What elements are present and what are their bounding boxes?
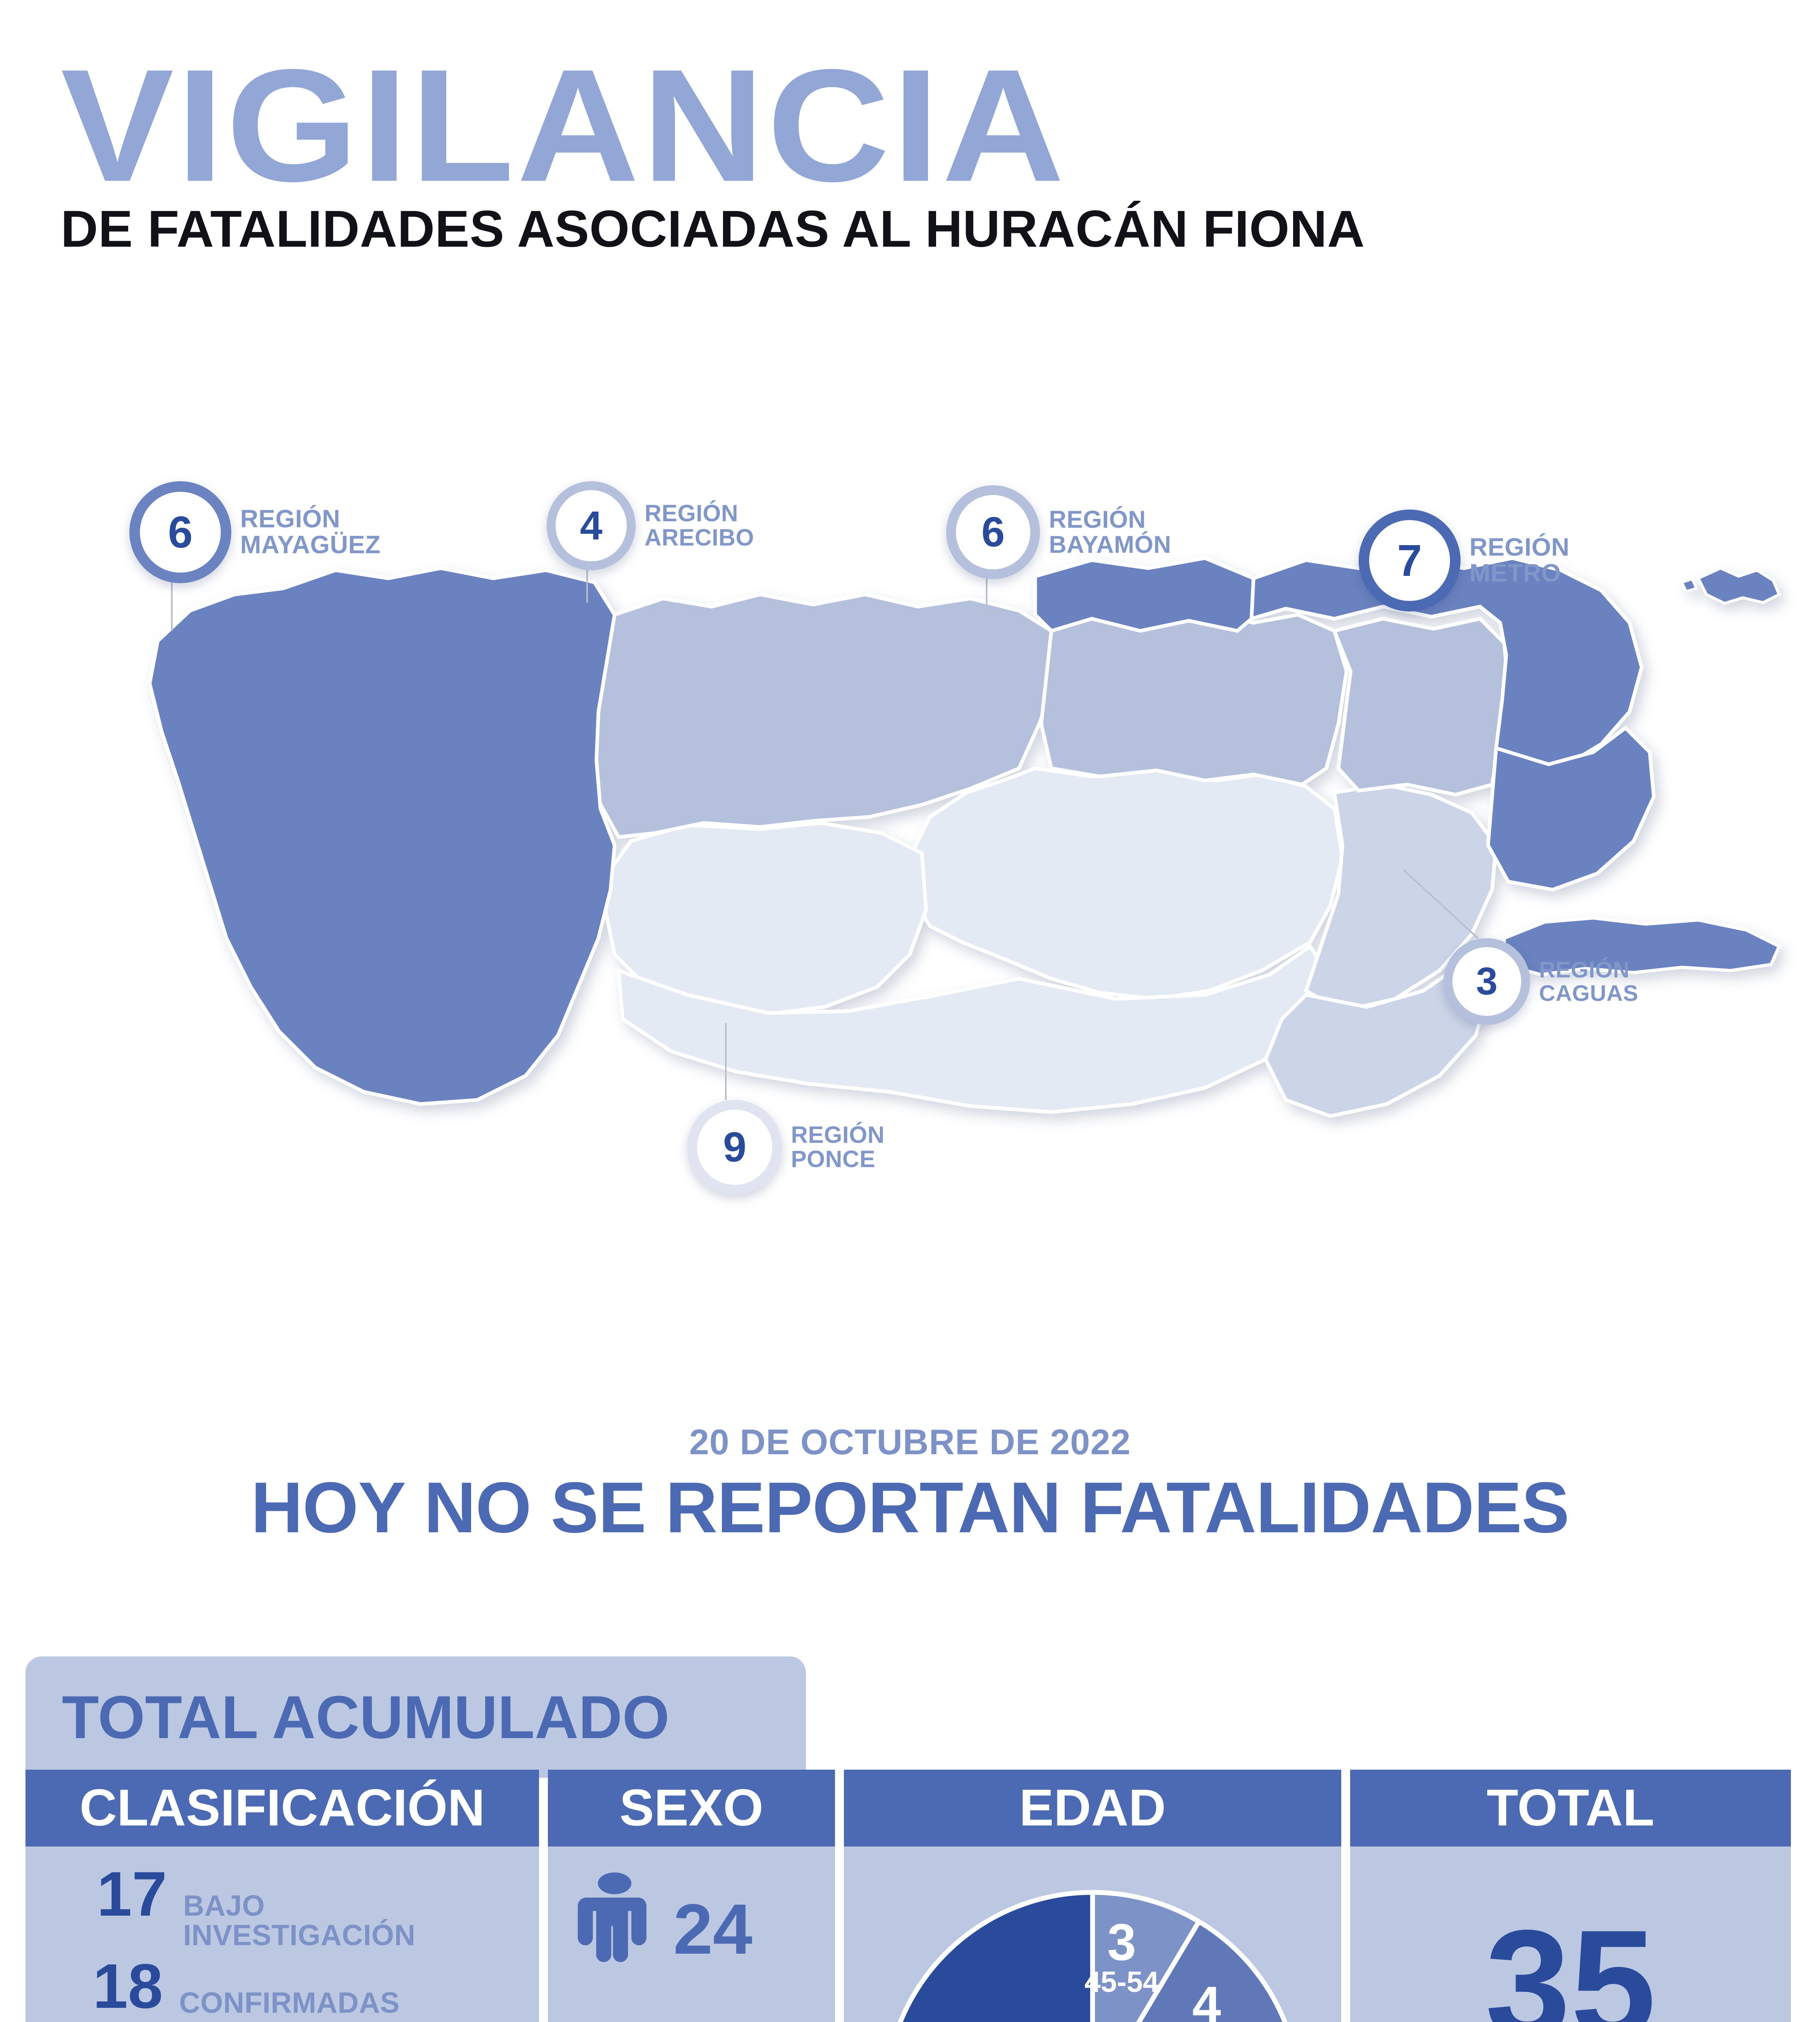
region-callout-metro[interactable]: 7 REGIÓN METRO (1359, 510, 1570, 611)
map-island-culebra (1696, 567, 1781, 605)
region-label: REGIÓN MAYAGÜEZ (240, 506, 380, 558)
report-date: 20 DE OCTUBRE DE 2022 (689, 1422, 1131, 1462)
region-label-line1: REGIÓN (1049, 506, 1146, 533)
region-count: 7 (1397, 535, 1422, 586)
column-body-clasificacion: 17 BAJO INVESTIGACIÓN 18 CONFIRMADAS (25, 1846, 539, 2022)
stat-bajo-investigacion: 17 BAJO INVESTIGACIÓN (38, 1863, 416, 1951)
stat-label: BAJO INVESTIGACIÓN (183, 1891, 416, 1951)
map-region-mayaguez (148, 566, 617, 1106)
region-count: 6 (981, 508, 1005, 556)
column-header-clasificacion: CLASIFICACIÓN (25, 1770, 539, 1846)
region-label-line1: REGIÓN (645, 500, 738, 527)
page-title: VIGILANCIA (61, 36, 1067, 215)
page-subtitle: DE FATALIDADES ASOCIADAS AL HURACÁN FION… (61, 200, 1365, 258)
region-label-line1: REGIÓN (791, 1122, 885, 1148)
sexo-row-male: 24 (572, 1871, 753, 1988)
region-label-line2: BAYAMÓN (1049, 531, 1171, 558)
region-count-bubble: 6 (946, 485, 1040, 579)
map-region-metro-east (1486, 725, 1656, 892)
summary-table: CLASIFICACIÓN 17 BAJO INVESTIGACIÓN 18 (25, 1770, 1797, 2022)
age-pie-chart: 3 45-54 4 55-64 28 65+ (874, 1882, 1311, 2022)
region-label: REGIÓN CAGUAS (1539, 958, 1638, 1005)
header: VIGILANCIA DE FATALIDADES ASOCIADAS AL H… (61, 45, 1759, 258)
map-region-metro-coast (1033, 556, 1256, 633)
region-label-line1: REGIÓN (1539, 957, 1630, 983)
region-label-line2: CAGUAS (1539, 980, 1638, 1006)
pie-value: 4 (1192, 1976, 1221, 2022)
sexo-count-male: 24 (673, 1890, 753, 1969)
stat-value: 17 (97, 1859, 167, 1929)
region-label-line2: MAYAGÜEZ (240, 531, 381, 559)
column-header-sexo: SEXO (548, 1770, 835, 1846)
map-region-caguas (1304, 783, 1498, 1013)
column-header-edad: EDAD (844, 1770, 1341, 1846)
map-svg (148, 556, 1782, 1118)
pie-slice-45-54 (1090, 1890, 1203, 2022)
map-region-ponce-west (602, 821, 928, 1017)
map-island-culebrita (1680, 577, 1698, 593)
region-label: REGIÓN BAYAMÓN (1049, 507, 1171, 557)
column-body-sexo: 24 11 (548, 1846, 835, 2022)
column-body-total: 35 FALLECIDOS (1350, 1846, 1791, 2022)
column-header-label: EDAD (1019, 1779, 1166, 1837)
stat-confirmadas: 18 CONFIRMADAS (34, 1955, 400, 2018)
leader-caguas (1402, 869, 1479, 939)
map-island-vieques (1503, 916, 1782, 977)
region-label: REGIÓN METRO (1469, 535, 1570, 586)
region-label-line2: ARECIBO (645, 525, 754, 551)
column-body-edad: 3 45-54 4 55-64 28 65+ (844, 1846, 1341, 2022)
pie-category: 45-54 (1084, 1966, 1159, 1999)
column-edad: EDAD 3 45-54 (844, 1770, 1341, 2022)
region-label-line2: METRO (1469, 559, 1561, 587)
column-header-label: TOTAL (1486, 1779, 1655, 1837)
column-header-total: TOTAL (1350, 1770, 1791, 1846)
region-label: REGIÓN ARECIBO (645, 501, 754, 550)
male-icon (577, 1872, 647, 1962)
clasificacion-group-1: 17 BAJO INVESTIGACIÓN 18 CONFIRMADAS (25, 1846, 539, 2022)
stat-label-line1: BAJO (183, 1890, 265, 1922)
region-callout-mayaguez[interactable]: 6 REGIÓN MAYAGÜEZ (129, 481, 380, 583)
region-callout-bayamon[interactable]: 6 REGIÓN BAYAMÓN (946, 485, 1171, 579)
region-count: 6 (168, 507, 193, 557)
pie-slice-65-plus (898, 1890, 1095, 2022)
region-label-line1: REGIÓN (1469, 533, 1570, 562)
region-callout-arecibo[interactable]: 4 REGIÓN ARECIBO (547, 481, 754, 570)
region-count: 3 (1476, 960, 1498, 1003)
region-label-line1: REGIÓN (240, 505, 340, 533)
region-callout-ponce[interactable]: 9 REGIÓN PONCE (687, 1100, 885, 1195)
region-count-bubble: 7 (1359, 510, 1461, 611)
map-region-caguas-south (1264, 960, 1490, 1118)
column-sexo: SEXO 24 11 (548, 1770, 835, 2022)
column-header-label: SEXO (619, 1779, 763, 1837)
report-headline: HOY NO SE REPORTAN FATALIDADES (251, 1467, 1570, 1548)
region-count: 4 (580, 503, 602, 548)
column-header-label: CLASIFICACIÓN (79, 1779, 485, 1837)
map-landmass (148, 556, 1782, 1118)
stat-value: 18 (93, 1951, 163, 2022)
region-count-bubble: 3 (1444, 938, 1530, 1025)
stat-label: CONFIRMADAS (179, 1988, 400, 2018)
region-count-bubble: 6 (129, 481, 231, 583)
pie-label-55-64: 4 55-64 (1169, 1976, 1244, 2022)
region-label: REGIÓN PONCE (791, 1123, 885, 1171)
pie-value: 3 (1107, 1913, 1136, 1971)
column-clasificacion: CLASIFICACIÓN 17 BAJO INVESTIGACIÓN 18 (25, 1770, 539, 2022)
table-tab-total-acumulado: TOTAL ACUMULADO (25, 1656, 806, 1778)
region-label-line2: PONCE (791, 1146, 875, 1172)
total-value: 35 (1485, 1898, 1656, 2022)
stat-label-line1: CONFIRMADAS (179, 1986, 400, 2019)
region-count-bubble: 4 (547, 481, 636, 570)
pie-svg (898, 1890, 1287, 2022)
column-total: TOTAL 35 FALLECIDOS (1350, 1770, 1791, 2022)
region-count-bubble: 9 (687, 1100, 782, 1195)
puerto-rico-map: 6 REGIÓN MAYAGÜEZ 4 REGIÓN ARECIBO 6 REG… (0, 404, 1820, 1363)
region-callout-caguas[interactable]: 3 REGIÓN CAGUAS (1444, 938, 1638, 1025)
pie-label-45-54: 3 45-54 (1084, 1913, 1159, 1999)
stat-label-line2: INVESTIGACIÓN (183, 1919, 416, 1952)
region-count: 9 (723, 1123, 746, 1171)
table-tab-label: TOTAL ACUMULADO (62, 1683, 670, 1751)
